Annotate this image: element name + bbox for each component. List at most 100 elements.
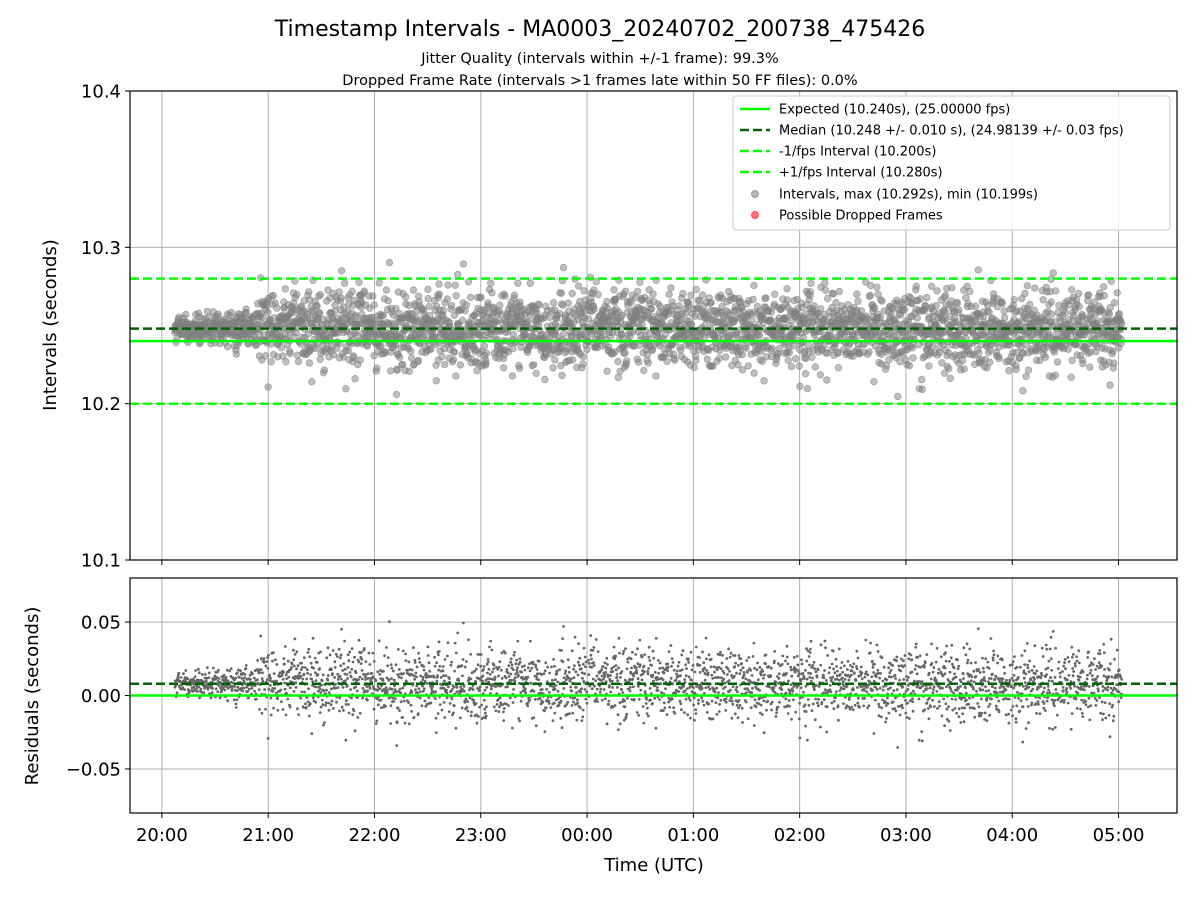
- interval-point: [375, 279, 383, 287]
- residual-point: [662, 709, 665, 712]
- residual-point: [366, 672, 370, 675]
- residual-point: [258, 708, 261, 711]
- interval-point: [350, 353, 358, 362]
- residual-point: [649, 698, 652, 702]
- residual-point: [397, 648, 400, 651]
- legend-entry-dropped: Possible Dropped Frames: [751, 209, 943, 224]
- residual-point: [396, 706, 400, 710]
- interval-point: [557, 289, 566, 297]
- residual-point: [450, 688, 454, 691]
- interval-point: [707, 298, 715, 307]
- intervals-y-label: Intervals (seconds): [40, 239, 61, 411]
- interval-point: [755, 332, 764, 340]
- interval-point: [960, 365, 968, 373]
- residual-point: [343, 667, 347, 671]
- residual-point: [357, 638, 361, 642]
- residual-point: [423, 699, 427, 703]
- residual-point: [690, 678, 693, 682]
- interval-point: [269, 291, 277, 300]
- interval-point: [644, 359, 652, 367]
- residual-point: [625, 712, 629, 716]
- residual-point: [356, 716, 360, 719]
- residual-point: [385, 646, 388, 649]
- residual-point: [398, 709, 401, 712]
- residual-point: [662, 701, 666, 705]
- residual-point: [272, 672, 276, 675]
- residual-point: [634, 667, 638, 670]
- residual-point: [454, 726, 458, 730]
- residual-point: [459, 685, 463, 689]
- residual-point: [338, 696, 342, 700]
- residual-point: [662, 671, 666, 675]
- interval-point: [835, 287, 843, 296]
- residual-point: [235, 698, 239, 702]
- residual-point: [442, 674, 445, 678]
- residual-point: [583, 688, 587, 691]
- residual-point: [363, 675, 367, 679]
- interval-point: [482, 359, 490, 367]
- residual-point: [577, 642, 580, 645]
- interval-point: [1031, 284, 1039, 292]
- interval-point: [356, 356, 364, 364]
- residual-point: [446, 641, 450, 645]
- residual-point: [404, 659, 408, 662]
- residual-point: [280, 700, 283, 704]
- residual-point: [452, 704, 456, 708]
- interval-point: [559, 263, 568, 272]
- residual-point: [674, 678, 678, 682]
- intervals-panel: 10.110.210.310.4 Intervals (seconds) Exp…: [40, 82, 1178, 572]
- interval-point: [738, 351, 746, 359]
- residual-point: [468, 696, 472, 700]
- residual-point: [404, 652, 407, 656]
- residual-point: [637, 684, 640, 688]
- residual-point: [389, 704, 393, 708]
- residual-point: [242, 686, 246, 690]
- residual-point: [562, 676, 566, 680]
- residual-point: [298, 671, 302, 675]
- residual-point: [300, 661, 303, 665]
- residual-point: [587, 662, 591, 665]
- residual-point: [210, 691, 214, 694]
- residual-point: [460, 706, 464, 710]
- residual-point: [282, 657, 286, 660]
- residual-point: [196, 690, 199, 693]
- residual-point: [379, 698, 383, 702]
- residual-point: [357, 660, 361, 664]
- residual-point: [395, 721, 399, 725]
- residual-point: [561, 660, 565, 664]
- interval-point: [501, 292, 509, 300]
- residual-point: [350, 696, 353, 700]
- residual-point: [639, 688, 643, 692]
- residual-point: [247, 696, 251, 700]
- residual-point: [246, 690, 250, 693]
- residual-point: [618, 651, 621, 655]
- residual-point: [489, 639, 493, 643]
- residual-point: [257, 668, 260, 672]
- residual-point: [293, 653, 297, 656]
- interval-point: [1117, 320, 1126, 328]
- residual-point: [283, 645, 287, 648]
- interval-point: [510, 291, 519, 299]
- residual-point: [576, 660, 580, 664]
- interval-point: [424, 285, 432, 294]
- residual-point: [332, 707, 335, 710]
- interval-point: [590, 305, 598, 313]
- residual-point: [337, 647, 341, 651]
- residual-point: [589, 653, 593, 657]
- residual-point: [543, 669, 547, 673]
- residual-point: [410, 690, 414, 694]
- residual-point: [481, 679, 484, 683]
- residual-point: [665, 713, 669, 716]
- residual-point: [374, 679, 378, 683]
- residual-point: [175, 691, 179, 695]
- residual-point: [296, 664, 300, 668]
- residual-point: [505, 668, 509, 671]
- interval-point: [373, 364, 381, 372]
- residual-point: [341, 669, 345, 672]
- residual-point: [548, 671, 552, 675]
- residual-point: [608, 684, 611, 688]
- residual-point: [276, 697, 279, 701]
- residual-point: [568, 712, 571, 715]
- residual-point: [394, 697, 397, 700]
- residual-point: [253, 689, 256, 693]
